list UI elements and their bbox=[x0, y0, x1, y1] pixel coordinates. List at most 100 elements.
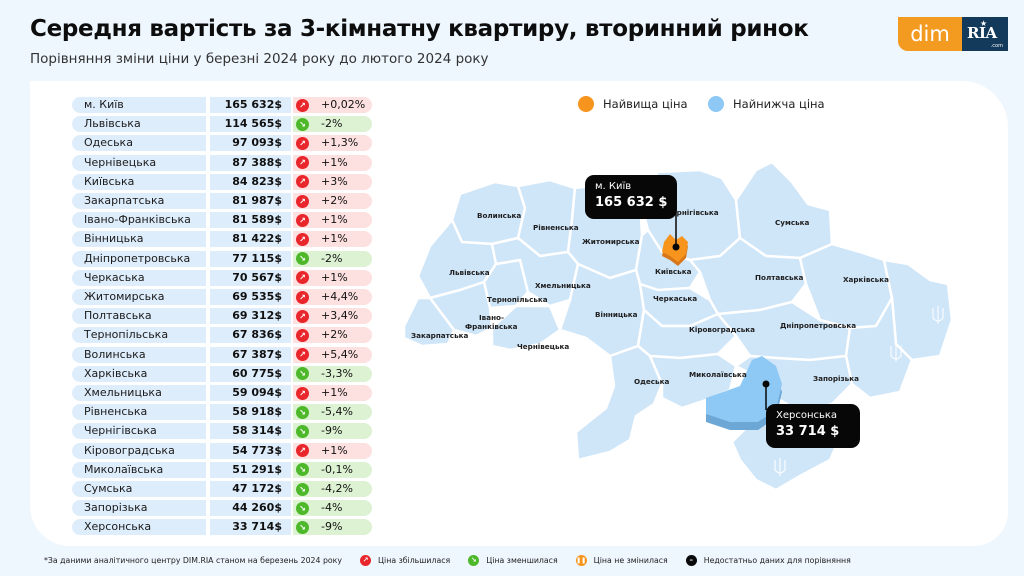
table-row: Хмельницька 59 094$ ↗ +1% bbox=[72, 385, 372, 401]
region-price: 60 775$ bbox=[210, 365, 291, 382]
table-row: Рівненська 58 918$ ↘ -5,4% bbox=[72, 404, 372, 421]
page-title: Середня вартість за 3-кімнатну квартиру,… bbox=[30, 16, 809, 42]
price-change: ↘ -0,1% bbox=[293, 461, 372, 478]
region-chernivetska bbox=[490, 304, 562, 352]
region-name: Хмельницька bbox=[72, 385, 206, 401]
price-change: ↗ +3% bbox=[293, 173, 372, 190]
map-region-label: Чернігівська bbox=[666, 208, 719, 217]
arrow-down-icon: ↘ bbox=[296, 117, 309, 131]
map-region-label: Київська bbox=[655, 267, 692, 276]
arrow-down-icon: ↘ bbox=[296, 252, 309, 266]
map-region-label: Закарпатська bbox=[411, 331, 469, 340]
source-note: *За даними аналітичного центру DIM.RIA с… bbox=[44, 556, 342, 565]
footer-legend-increase: ↗ Ціна збільшилася bbox=[360, 555, 450, 566]
price-change: ↗ +4,4% bbox=[293, 289, 372, 305]
arrow-up-icon: ↗ bbox=[296, 271, 309, 285]
region-price: 67 387$ bbox=[210, 346, 291, 363]
minus-icon: – bbox=[685, 555, 697, 566]
region-sumska bbox=[734, 160, 834, 260]
map-region-label: Львівська bbox=[449, 268, 490, 277]
region-name: Сумська bbox=[72, 481, 206, 497]
region-name: Житомирська bbox=[72, 289, 206, 305]
arrow-up-icon: ↗ bbox=[296, 444, 309, 458]
region-name: Київська bbox=[72, 173, 206, 190]
arrow-down-icon: ↘ bbox=[296, 367, 309, 381]
callout-highest: м. Київ 165 632 $ bbox=[585, 175, 677, 219]
table-row: Закарпатська 81 987$ ↗ +2% bbox=[72, 193, 372, 209]
price-change: ↗ +1% bbox=[293, 212, 372, 229]
ukraine-map: Волинська Рівненська Житомирська Чернігівсь… bbox=[400, 160, 980, 510]
map-region-label: Житомирська bbox=[582, 237, 640, 246]
logo-dim: dim bbox=[898, 17, 962, 51]
map-region-label: Хмельницька bbox=[535, 281, 591, 290]
orange-dot-icon bbox=[578, 96, 594, 112]
table-row: Київська 84 823$ ↗ +3% bbox=[72, 173, 372, 190]
price-change: ↘ -9% bbox=[293, 423, 372, 440]
region-name: Рівненська bbox=[72, 404, 206, 421]
region-name: Дніпропетровська bbox=[72, 250, 206, 267]
price-change: ↘ -5,4% bbox=[293, 404, 372, 421]
map-region-label: Кіровоградська bbox=[689, 325, 755, 334]
map-region-label: Полтавська bbox=[755, 273, 804, 282]
price-change: ↗ +1,3% bbox=[293, 135, 372, 152]
price-change: ↗ +1% bbox=[293, 385, 372, 401]
price-change: ↗ +1% bbox=[293, 269, 372, 286]
map-region-label: Франківська bbox=[465, 322, 518, 331]
price-change: ↗ +3,4% bbox=[293, 308, 372, 325]
arrow-up-icon: ↗ bbox=[296, 386, 309, 400]
region-name: Харківська bbox=[72, 365, 206, 382]
arrow-up-icon: ↗ bbox=[296, 136, 309, 150]
region-name: Вінницька bbox=[72, 231, 206, 248]
region-poltavska bbox=[688, 236, 808, 316]
page-subtitle: Порівняння зміни ціни у березні 2024 рок… bbox=[30, 51, 489, 67]
region-name: Миколаївська bbox=[72, 461, 206, 478]
table-row: Черкаська 70 567$ ↗ +1% bbox=[72, 269, 372, 286]
region-price: 81 589$ bbox=[210, 212, 291, 229]
region-price: 69 312$ bbox=[210, 308, 291, 325]
arrow-down-icon: ↘ bbox=[296, 463, 309, 477]
table-row: Запорізька 44 260$ ↘ -4% bbox=[72, 500, 372, 517]
table-row: Херсонська 33 714$ ↘ -9% bbox=[72, 519, 372, 536]
region-price: 58 918$ bbox=[210, 404, 291, 421]
map-region-label: Рівненська bbox=[533, 223, 579, 232]
region-name: Чернігівська bbox=[72, 423, 206, 440]
map-region-label: Миколаївська bbox=[689, 370, 747, 379]
region-name: Кіровоградська bbox=[72, 442, 206, 459]
table-row: Кіровоградська 54 773$ ↗ +1% bbox=[72, 442, 372, 459]
table-row: Харківська 60 775$ ↘ -3,3% bbox=[72, 365, 372, 382]
arrow-up-icon: ↗ bbox=[360, 555, 371, 566]
table-row: Полтавська 69 312$ ↗ +3,4% bbox=[72, 308, 372, 325]
table-row: м. Київ 165 632$ ↗ +0,02% bbox=[72, 97, 372, 113]
region-price: 51 291$ bbox=[210, 461, 291, 478]
map-region-label: Івано- bbox=[479, 313, 504, 322]
region-price: 54 773$ bbox=[210, 442, 291, 459]
region-name: Полтавська bbox=[72, 308, 206, 325]
table-row: Тернопільська 67 836$ ↗ +2% bbox=[72, 327, 372, 344]
price-change: ↘ -2% bbox=[293, 116, 372, 133]
table-row: Житомирська 69 535$ ↗ +4,4% bbox=[72, 289, 372, 305]
table-row: Одеська 97 093$ ↗ +1,3% bbox=[72, 135, 372, 152]
arrow-down-icon: ↘ bbox=[296, 482, 309, 496]
region-price: 84 823$ bbox=[210, 173, 291, 190]
pause-icon: ❚❚ bbox=[575, 555, 587, 566]
blue-dot-icon bbox=[708, 96, 724, 112]
arrow-down-icon: ↘ bbox=[296, 501, 309, 515]
map-region-label: Волинська bbox=[477, 211, 522, 220]
logo-ria: ★ RIA .com bbox=[962, 17, 1008, 51]
price-change: ↗ +1% bbox=[293, 154, 372, 171]
price-change: ↘ -4,2% bbox=[293, 481, 372, 497]
table-row: Вінницька 81 422$ ↗ +1% bbox=[72, 231, 372, 248]
map-region-label: Дніпропетровська bbox=[780, 321, 857, 330]
price-change: ↗ +2% bbox=[293, 327, 372, 344]
region-price: 165 632$ bbox=[210, 97, 291, 113]
map-region-label: Одеська bbox=[634, 377, 670, 386]
region-ivano-frankivska bbox=[428, 280, 494, 338]
region-price: 97 093$ bbox=[210, 135, 291, 152]
trident-icon bbox=[890, 344, 902, 362]
price-change: ↗ +2% bbox=[293, 193, 372, 209]
arrow-up-icon: ↗ bbox=[296, 232, 309, 246]
region-price: 67 836$ bbox=[210, 327, 291, 344]
star-icon: ★ bbox=[980, 19, 988, 28]
arrow-up-icon: ↗ bbox=[296, 156, 309, 170]
region-khersonska-highlight bbox=[706, 356, 782, 430]
